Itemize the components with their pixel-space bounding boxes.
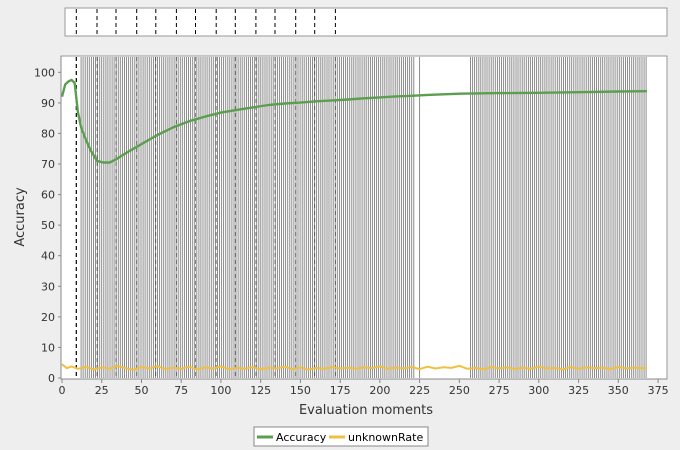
- x-axis: 0 25 50 75 100 125 150 175 200 225 250 275 300 325 350…: [59, 378, 669, 397]
- x-tick-label: 150: [290, 384, 311, 397]
- x-tick-label: 325: [568, 384, 589, 397]
- dashed-marker-lines: [75, 57, 336, 378]
- y-tick-label: 20: [41, 311, 55, 324]
- y-tick-label: 80: [41, 127, 55, 140]
- x-tick-label: 75: [174, 384, 188, 397]
- x-tick-label: 225: [409, 384, 430, 397]
- x-tick-label: 25: [95, 384, 109, 397]
- y-tick-label: 70: [41, 158, 55, 171]
- y-tick-label: 40: [41, 250, 55, 263]
- x-axis-title: Evaluation moments: [299, 403, 433, 418]
- legend-label-unknownrate: unknownRate: [348, 431, 423, 444]
- event-lines: [80, 57, 647, 378]
- x-tick-label: 250: [449, 384, 470, 397]
- y-tick-label: 60: [41, 189, 55, 202]
- y-axis-title: Accuracy: [13, 187, 28, 247]
- legend-label-accuracy: Accuracy: [276, 431, 327, 444]
- legend-swatch-accuracy: [257, 435, 273, 439]
- x-tick-label: 100: [210, 384, 231, 397]
- x-tick-label: 200: [369, 384, 390, 397]
- y-tick-label: 30: [41, 280, 55, 293]
- y-tick-label: 0: [48, 372, 55, 385]
- x-tick-label: 0: [59, 384, 66, 397]
- legend-swatch-unknownrate: [329, 435, 345, 439]
- legend: Accuracy unknownRate: [253, 426, 429, 447]
- x-tick-label: 375: [648, 384, 669, 397]
- x-tick-label: 275: [489, 384, 510, 397]
- series-unknownrate-line: [61, 363, 647, 371]
- y-tick-label: 100: [34, 66, 55, 79]
- marker-strip: [64, 7, 668, 37]
- series-accuracy-line: [60, 78, 647, 164]
- x-tick-label: 125: [250, 384, 271, 397]
- x-tick-label: 300: [528, 384, 549, 397]
- y-tick-label: 50: [41, 219, 55, 232]
- x-tick-label: 50: [135, 384, 149, 397]
- y-tick-label: 90: [41, 97, 55, 110]
- y-tick-label: 10: [41, 341, 55, 354]
- series-layer: [60, 78, 647, 371]
- marker-strip-lines: [75, 9, 336, 35]
- x-tick-label: 175: [330, 384, 351, 397]
- x-tick-label: 350: [608, 384, 629, 397]
- y-axis: 0 10 20 30 40 50 60 70 80 90 100: [34, 56, 62, 385]
